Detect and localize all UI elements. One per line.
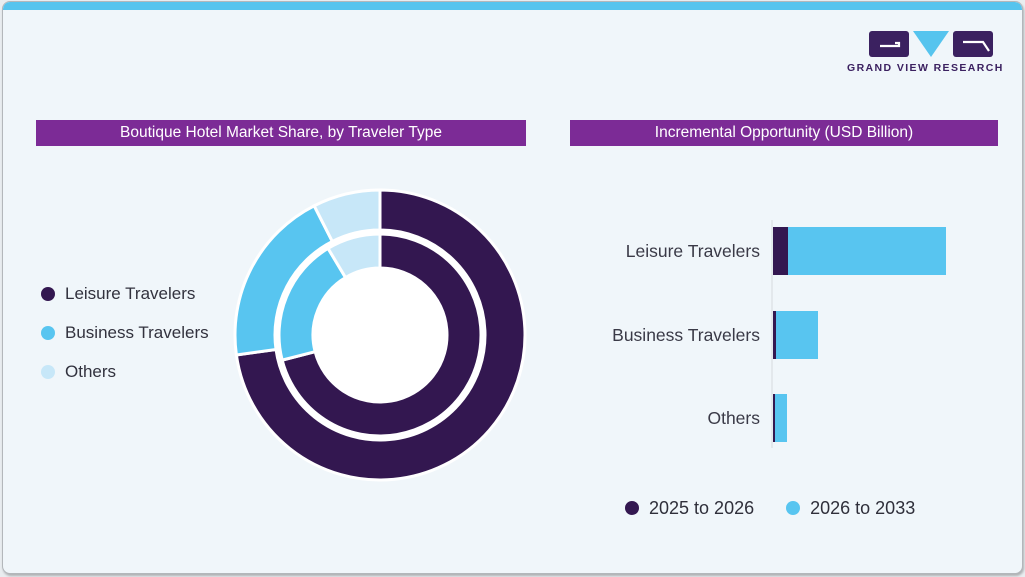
bar-label-business-travelers: Business Travelers: [612, 325, 760, 345]
legend-item-business-travelers: Business Travelers: [41, 323, 209, 343]
series-2026-2033-dot-icon: [786, 501, 801, 515]
bar-seg-2025-to-2026-leisure-travelers: [773, 227, 788, 275]
legend-label: Leisure Travelers: [65, 284, 196, 303]
bar-segments-leisure-travelers: [773, 227, 946, 275]
donut-panel-title: Boutique Hotel Market Share, by Traveler…: [36, 120, 526, 146]
legend-item-2025-to-2026: 2025 to 2026: [625, 498, 754, 518]
legend-item-leisure-travelers: Leisure Travelers: [41, 284, 209, 304]
bar-segments-business-travelers: [773, 311, 818, 359]
logo-v-triangle: [913, 31, 949, 57]
legend-item-others: Others: [41, 362, 209, 382]
bar-seg-2025-to-2026-business-travelers: [773, 311, 776, 359]
others-dot-icon: [41, 365, 55, 379]
bar-seg-2025-to-2026-others: [773, 394, 775, 442]
logo-g-block: [869, 31, 909, 57]
top-accent-strip: [3, 2, 1022, 10]
legend-item-2026-to-2033: 2026 to 2033: [786, 498, 915, 518]
leisure-travelers-dot-icon: [41, 287, 55, 301]
bar-segments-others: [773, 394, 787, 442]
bar-seg-2026-to-2033-leisure-travelers: [788, 227, 946, 275]
bar-panel-title: Incremental Opportunity (USD Billion): [570, 120, 998, 146]
series-2025-2026-dot-icon: [625, 501, 639, 515]
legend-label: 2026 to 2033: [810, 497, 916, 518]
bar-label-others: Others: [707, 408, 760, 428]
donut-legend: Leisure Travelers Business Travelers Oth…: [41, 284, 209, 401]
donut-chart: [233, 188, 527, 482]
bar-axis-line: [771, 220, 773, 448]
logo-wordmark: GRAND VIEW RESEARCH: [847, 62, 1004, 74]
bar-label-leisure-travelers: Leisure Travelers: [625, 241, 760, 261]
legend-label: Others: [65, 362, 117, 381]
bar-row-others: Others: [3, 394, 1022, 442]
logo-r-glyph: [963, 40, 990, 52]
business-travelers-dot-icon: [41, 326, 55, 340]
bar-seg-2026-to-2033-others: [775, 394, 787, 442]
donut-hole: [313, 268, 447, 402]
gvr-logo: GRAND VIEW RESEARCH: [847, 29, 1004, 74]
bar-seg-2026-to-2033-business-travelers: [776, 311, 818, 359]
donut-outer-segment-others: [312, 188, 382, 244]
bar-row-business-travelers: Business Travelers: [3, 311, 1022, 359]
gvr-logo-marks: [869, 31, 993, 57]
bar-legend: 2025 to 2026 2026 to 2033: [625, 498, 915, 518]
legend-label: Business Travelers: [65, 323, 209, 342]
legend-label: 2025 to 2026: [649, 497, 755, 518]
logo-g-glyph: [880, 41, 901, 48]
bar-row-leisure-travelers: Leisure Travelers: [3, 227, 1022, 275]
donut-outer-segment-leisure-travelers: [234, 188, 527, 482]
logo-r-block: [953, 31, 993, 57]
